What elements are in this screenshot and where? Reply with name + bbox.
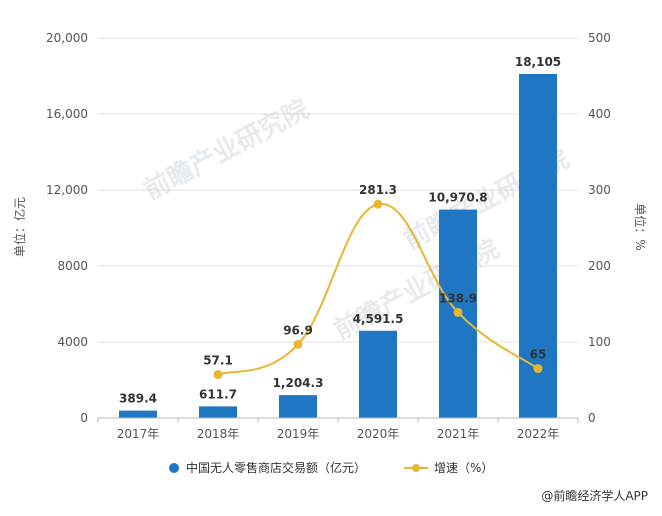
y-right-ticks: 0 100 200 300 400 500: [588, 31, 611, 425]
growth-value-label: 281.3: [359, 183, 397, 197]
y-left-tick-label: 0: [80, 411, 88, 425]
bar: [119, 410, 157, 418]
x-tick-label: 2017年: [117, 427, 160, 441]
bar-value-label: 10,970.8: [428, 191, 487, 205]
legend-bar-marker: [169, 463, 179, 473]
growth-value-label: 96.9: [283, 323, 313, 337]
growth-line: 57.1 96.9 281.3 138.9 65: [203, 183, 547, 380]
y-left-tick-label: 4000: [57, 335, 88, 349]
y-right-tick-label: 500: [588, 31, 611, 45]
y-left-tick-label: 8000: [57, 259, 88, 273]
bar-value-label: 4,591.5: [353, 312, 404, 326]
growth-point: [213, 370, 223, 380]
x-axis-ticks: 2017年 2018年 2019年 2020年 2021年 2022年: [97, 418, 579, 441]
x-tick-label: 2020年: [357, 427, 400, 441]
growth-point: [533, 364, 543, 374]
bars: 389.4 611.7 1,204.3 4,591.5 10,970.8 18,105: [119, 55, 561, 418]
gridlines: [98, 37, 578, 343]
bar-value-label: 389.4: [119, 392, 157, 406]
source-credit: @前瞻经济学人APP: [541, 488, 648, 503]
y-right-axis-title: 单位：%: [633, 203, 648, 250]
y-left-tick-label: 20,000: [46, 31, 88, 45]
bar-value-label: 18,105: [515, 55, 561, 69]
y-right-tick-label: 200: [588, 259, 611, 273]
bar: [199, 406, 237, 418]
legend-line-dot: [412, 464, 420, 472]
y-left-ticks: 0 4000 8000 12,000 16,000 20,000: [46, 31, 88, 425]
growth-value-label: 57.1: [203, 354, 233, 368]
y-left-tick-label: 16,000: [46, 107, 88, 121]
bar-value-label: 611.7: [199, 387, 237, 401]
growth-value-label: 65: [530, 348, 547, 362]
y-right-tick-label: 300: [588, 183, 611, 197]
y-left-tick-label: 12,000: [46, 183, 88, 197]
x-tick-label: 2021年: [437, 427, 480, 441]
growth-point: [453, 307, 463, 317]
legend: 中国无人零售商店交易额（亿元） 增速（%）: [169, 460, 493, 475]
bar-value-label: 1,204.3: [273, 376, 324, 390]
x-tick-label: 2018年: [197, 427, 240, 441]
x-tick-label: 2019年: [277, 427, 320, 441]
y-right-tick-label: 100: [588, 335, 611, 349]
growth-value-label: 138.9: [439, 291, 477, 305]
growth-point: [373, 199, 383, 209]
watermark: 前瞻产业研究院: [139, 93, 314, 206]
y-right-tick-label: 400: [588, 107, 611, 121]
legend-bar-label: 中国无人零售商店交易额（亿元）: [186, 460, 366, 475]
legend-line-label: 增速（%）: [434, 461, 493, 475]
bar: [359, 330, 397, 418]
bar: [279, 395, 317, 418]
y-right-tick-label: 0: [588, 411, 596, 425]
y-left-axis-title: 单位：亿元: [12, 197, 27, 257]
growth-point: [293, 339, 303, 349]
x-tick-label: 2022年: [517, 427, 560, 441]
